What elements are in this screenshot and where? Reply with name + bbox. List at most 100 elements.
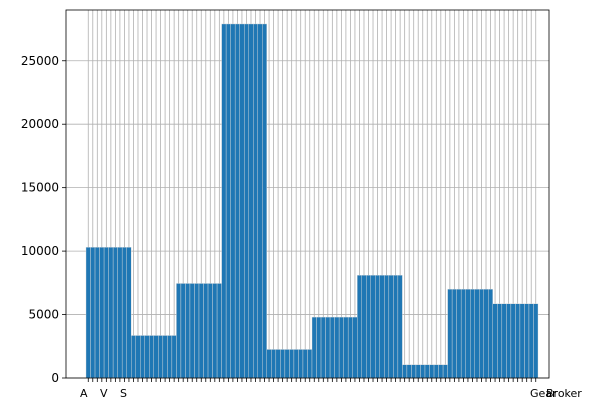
bar [335,317,340,378]
y-tick-label: 10000 [21,244,59,258]
bar [91,247,96,378]
bar [231,24,236,378]
bar [163,335,168,378]
bar [466,289,471,378]
bar [484,289,489,378]
bar [443,365,448,378]
bar [457,289,462,378]
bar [380,275,385,378]
bar [289,349,294,378]
bar [298,349,303,378]
bar [407,365,412,378]
bar [461,289,466,378]
bar [271,349,276,378]
bar [145,335,150,378]
bar [362,275,367,378]
x-tick-label: V [100,387,108,400]
bar [199,283,204,378]
bar [357,275,362,378]
bar [127,247,132,378]
bar [439,365,444,378]
x-tick-label: A [80,387,88,400]
bar [384,275,389,378]
bar [258,24,263,378]
bar [452,289,457,378]
bar [122,247,127,378]
bar [344,317,349,378]
bar [181,283,186,378]
bar [389,275,394,378]
bar [109,247,114,378]
bar [303,349,308,378]
bar [393,275,398,378]
bar [222,24,227,378]
bar [506,304,511,378]
bar [321,317,326,378]
bar [131,335,136,378]
bar [353,317,358,378]
bar [118,247,123,378]
bar [280,349,285,378]
bar [194,283,199,378]
bar [262,24,267,378]
y-tick-label: 15000 [21,181,59,195]
bar [420,365,425,378]
bar [515,304,520,378]
bar [497,304,502,378]
bar [190,283,195,378]
bar [524,304,529,378]
bar [520,304,525,378]
bar [312,317,317,378]
bar [425,365,430,378]
bar [488,289,493,378]
bar [244,24,249,378]
bar [511,304,516,378]
bar [285,349,290,378]
bar [317,317,322,378]
bar [330,317,335,378]
y-tick-label: 5000 [28,308,59,322]
y-tick-label: 0 [51,371,59,385]
bar [240,24,245,378]
bar [86,247,91,378]
bar [149,335,154,378]
bar [136,335,141,378]
x-tick-label: Broker [546,387,582,400]
bar [100,247,105,378]
bar [185,283,190,378]
bar [176,283,181,378]
bar [154,335,159,378]
bar [307,349,312,378]
bar [529,304,534,378]
bar [411,365,416,378]
bar [366,275,371,378]
bar [493,304,498,378]
bar [448,289,453,378]
bar [113,247,118,378]
bar [267,349,272,378]
bar [213,283,218,378]
bar [430,365,435,378]
bar [104,247,109,378]
bar [294,349,299,378]
bar [470,289,475,378]
bar [208,283,213,378]
bar [167,335,172,378]
bar [416,365,421,378]
bar [326,317,331,378]
bar [158,335,163,378]
bar [371,275,376,378]
bar [502,304,507,378]
bar [339,317,344,378]
y-tick-label: 20000 [21,117,59,131]
bar [434,365,439,378]
bar [348,317,353,378]
bar [253,24,258,378]
bar [479,289,484,378]
bar [402,365,407,378]
bar [533,304,538,378]
bar [249,24,254,378]
bar [204,283,209,378]
bar [398,275,403,378]
